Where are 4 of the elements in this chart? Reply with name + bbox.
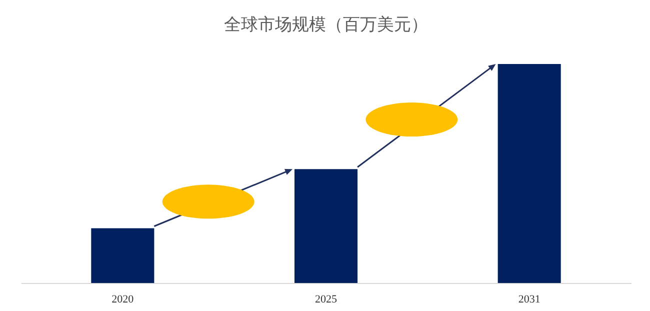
x-tick-label: 2020 <box>112 294 134 306</box>
x-tick-label: 2025 <box>315 294 338 306</box>
chart-title: 全球市场规模（百万美元） <box>224 15 428 35</box>
x-tick-label: 2031 <box>518 294 540 306</box>
